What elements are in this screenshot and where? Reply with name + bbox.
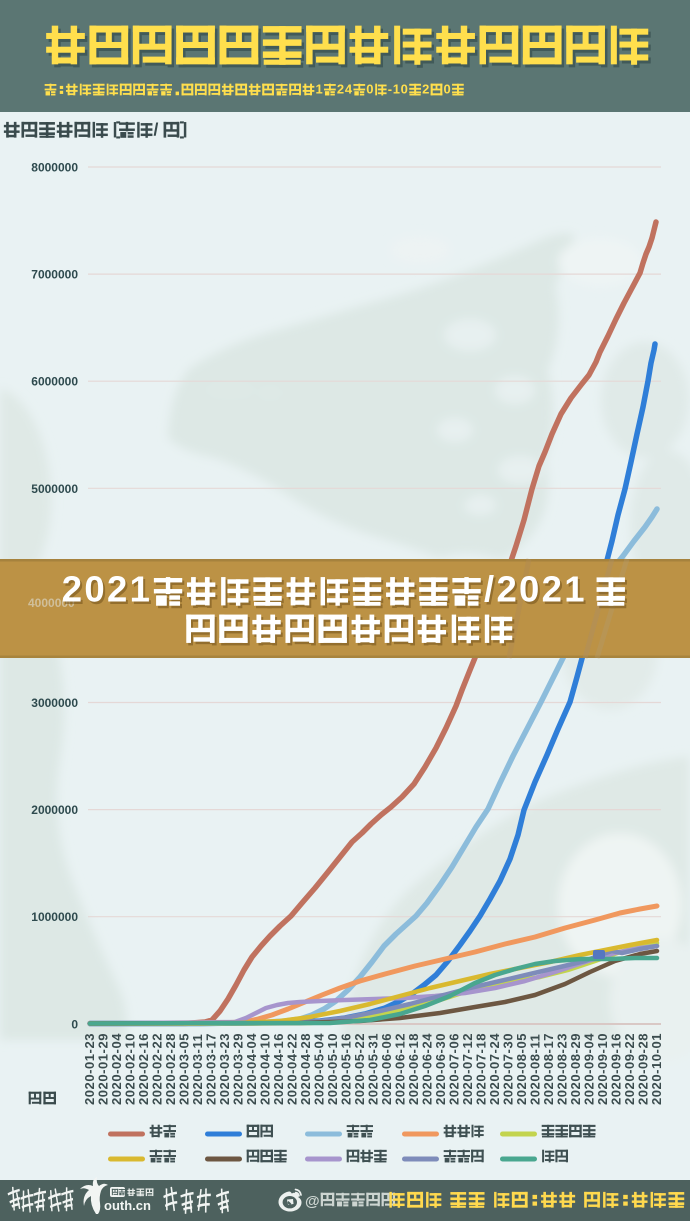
svg-text:3000000: 3000000 <box>31 696 78 710</box>
svg-text:2020-03-29: 2020-03-29 <box>231 1033 246 1105</box>
svg-text:2020-07-12: 2020-07-12 <box>460 1033 475 1105</box>
svg-text:2: 2 <box>422 82 430 97</box>
svg-text:2020-03-05: 2020-03-05 <box>177 1033 192 1105</box>
svg-text:2020-05-16: 2020-05-16 <box>339 1033 354 1105</box>
svg-text:2020-05-31: 2020-05-31 <box>366 1033 381 1105</box>
svg-text:2020-07-18: 2020-07-18 <box>474 1033 489 1105</box>
svg-text:4000000: 4000000 <box>28 596 75 610</box>
svg-text:2020-09-22: 2020-09-22 <box>622 1033 637 1105</box>
svg-text:0: 0 <box>71 1017 78 1031</box>
svg-text:2020-09-10: 2020-09-10 <box>595 1033 610 1105</box>
svg-text:-10: -10 <box>388 82 409 97</box>
svg-text:2020-09-04: 2020-09-04 <box>582 1033 597 1105</box>
svg-text:2020-09-16: 2020-09-16 <box>609 1033 624 1105</box>
svg-text:0: 0 <box>444 82 452 97</box>
svg-text:2020-08-29: 2020-08-29 <box>568 1033 583 1105</box>
svg-text:2020-02-22: 2020-02-22 <box>150 1033 165 1105</box>
svg-text:2020-07-30: 2020-07-30 <box>501 1033 516 1105</box>
svg-text:2020-06-06: 2020-06-06 <box>379 1033 394 1105</box>
svg-text:2020-05-22: 2020-05-22 <box>352 1033 367 1105</box>
svg-text:2020-08-05: 2020-08-05 <box>514 1033 529 1105</box>
svg-text:2020-06-24: 2020-06-24 <box>420 1033 435 1105</box>
svg-text:2020-04-16: 2020-04-16 <box>271 1033 286 1105</box>
svg-text:2020-01-29: 2020-01-29 <box>96 1033 111 1105</box>
svg-text:/2021: /2021 <box>484 568 587 609</box>
svg-text:24: 24 <box>337 82 353 97</box>
svg-text:1000000: 1000000 <box>31 910 78 924</box>
svg-text:2020-08-11: 2020-08-11 <box>528 1034 543 1105</box>
svg-text:0: 0 <box>366 82 374 97</box>
svg-text:2020-04-04: 2020-04-04 <box>244 1033 259 1105</box>
svg-text:outh.cn: outh.cn <box>104 1198 151 1213</box>
svg-text:2020-06-12: 2020-06-12 <box>393 1033 408 1105</box>
svg-text:2020-09-28: 2020-09-28 <box>636 1033 651 1105</box>
svg-text:2020-02-28: 2020-02-28 <box>163 1033 178 1105</box>
svg-text:2021: 2021 <box>62 568 152 609</box>
svg-text:2020-02-16: 2020-02-16 <box>136 1033 151 1105</box>
svg-text:2020-08-23: 2020-08-23 <box>555 1033 570 1105</box>
svg-text:7000000: 7000000 <box>31 268 78 282</box>
svg-text:2020-04-10: 2020-04-10 <box>258 1033 273 1105</box>
svg-text:2020-03-17: 2020-03-17 <box>204 1033 219 1105</box>
svg-text:5000000: 5000000 <box>31 482 78 496</box>
svg-text:8000000: 8000000 <box>31 161 78 175</box>
svg-text:2020-01-23: 2020-01-23 <box>82 1033 97 1105</box>
svg-text:6000000: 6000000 <box>31 375 78 389</box>
svg-text:2020-05-04: 2020-05-04 <box>312 1033 327 1105</box>
svg-text:2020-07-06: 2020-07-06 <box>447 1033 462 1105</box>
svg-text:2020-04-22: 2020-04-22 <box>285 1033 300 1105</box>
svg-text:2020-04-28: 2020-04-28 <box>298 1033 313 1105</box>
svg-text:2020-07-24: 2020-07-24 <box>487 1033 502 1105</box>
svg-text:2020-06-18: 2020-06-18 <box>406 1033 421 1105</box>
svg-text:2020-02-10: 2020-02-10 <box>123 1033 138 1105</box>
svg-text:2020-06-30: 2020-06-30 <box>433 1033 448 1105</box>
svg-text:2000000: 2000000 <box>31 803 78 817</box>
svg-text:2020-02-04: 2020-02-04 <box>109 1033 124 1105</box>
svg-text:/: / <box>154 119 159 139</box>
svg-text:2020-08-17: 2020-08-17 <box>541 1033 556 1105</box>
svg-text:2020-03-11: 2020-03-11 <box>190 1034 205 1105</box>
svg-text:2020-03-23: 2020-03-23 <box>217 1033 232 1105</box>
svg-text:2021: 2021 <box>64 571 154 612</box>
svg-text:2020-05-10: 2020-05-10 <box>325 1033 340 1105</box>
svg-text:1: 1 <box>316 82 324 97</box>
svg-text:2020-10-01: 2020-10-01 <box>649 1033 664 1105</box>
svg-text:/2021: /2021 <box>486 571 589 612</box>
svg-text:@: @ <box>305 1193 320 1210</box>
